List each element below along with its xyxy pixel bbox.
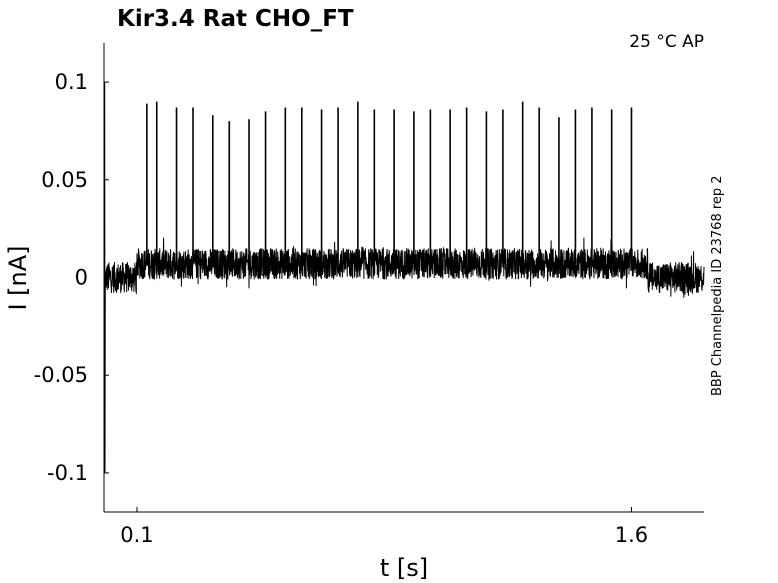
y-tick-label: 0.05 [41,168,88,192]
x-tick-label: 1.6 [615,523,648,547]
x-tick-label: 0.1 [120,523,153,547]
channelpedia-id-label: BBP Channelpedia ID 23768 rep 2 [710,175,725,396]
condition-label: 25 °C AP [629,32,704,52]
y-tick-label: 0.1 [55,70,88,94]
y-ticks: 0.1 0.05 0 -0.05 -0.1 [34,70,109,485]
y-axis-label: I [nA] [4,245,32,310]
x-ticks: 0.1 1.6 [120,507,648,547]
current-trace [103,82,705,473]
current-trace-line [103,82,705,473]
y-tick-label: 0 [75,266,88,290]
chart-title: Kir3.4 Rat CHO_FT [117,6,354,32]
y-tick-label: -0.05 [34,363,88,387]
x-axis-label: t [s] [380,554,428,582]
y-tick-label: -0.1 [47,461,88,485]
